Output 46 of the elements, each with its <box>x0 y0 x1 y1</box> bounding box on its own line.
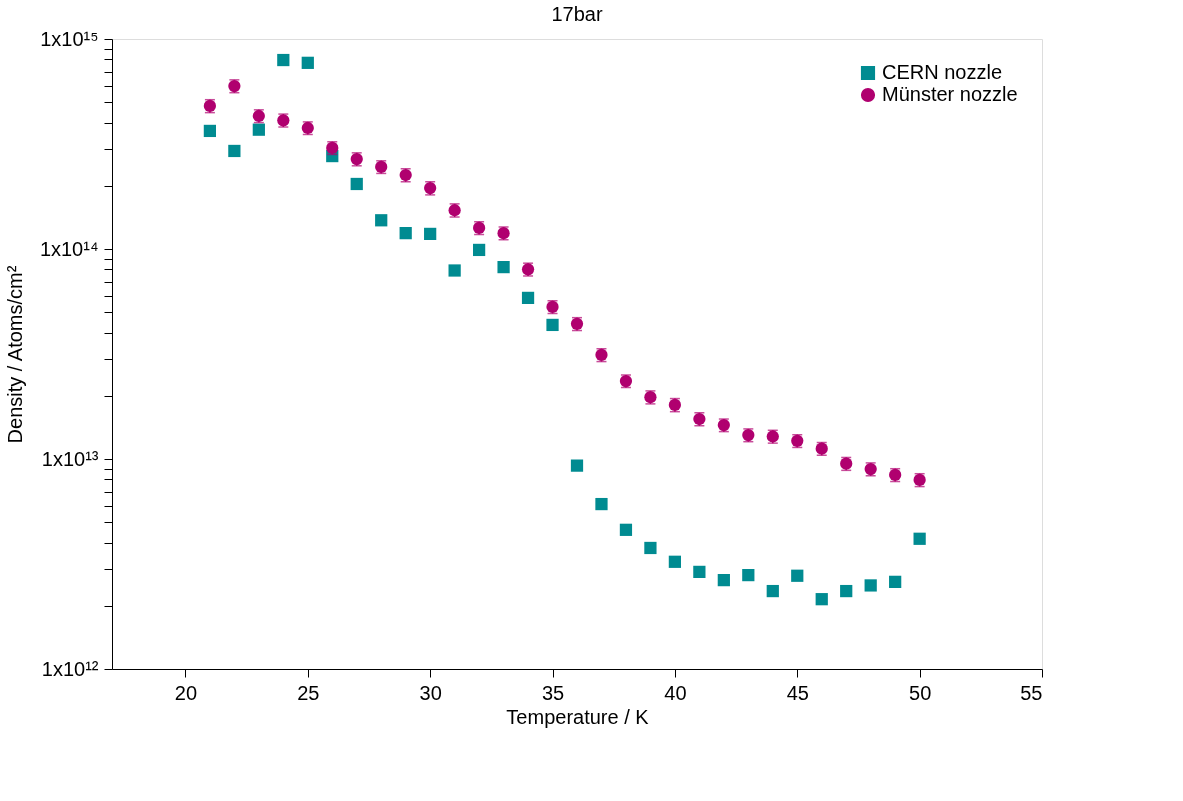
x-tick-label: 30 <box>419 681 442 704</box>
point <box>693 565 706 579</box>
y-tick-label: 1x10¹⁵ <box>40 27 99 50</box>
x-tick-label: 25 <box>297 681 320 704</box>
point <box>913 532 926 545</box>
point <box>791 569 804 582</box>
point <box>252 123 265 136</box>
point <box>619 523 633 536</box>
point <box>815 593 828 606</box>
point <box>448 264 461 277</box>
point <box>742 568 755 582</box>
x-axis-title: Temperature / K <box>506 705 650 728</box>
point <box>889 575 902 588</box>
y-tick-label: 1x10¹⁴ <box>39 237 99 260</box>
point <box>864 579 877 592</box>
legend-label: CERN nozzle <box>882 61 1003 83</box>
x-tick-label: 35 <box>541 681 565 704</box>
point <box>277 53 290 67</box>
point <box>472 243 486 257</box>
point <box>840 584 853 598</box>
point <box>399 227 412 240</box>
y-axis-title: Density / Atoms/cm² <box>3 265 26 444</box>
point <box>375 214 388 227</box>
point <box>203 124 217 138</box>
x-tick-label: 50 <box>909 681 932 704</box>
point <box>497 260 510 274</box>
x-tick-label: 40 <box>664 681 687 704</box>
point <box>570 459 584 472</box>
point <box>546 318 559 332</box>
y-tick-label: 1x10¹² <box>41 657 99 680</box>
y-tick-label: 1x10¹³ <box>41 447 99 470</box>
x-tick-label: 20 <box>174 681 198 704</box>
point <box>644 541 657 555</box>
point <box>350 177 363 191</box>
x-tick-label: 45 <box>786 681 809 704</box>
x-tick-label: 55 <box>1020 681 1043 704</box>
point <box>766 584 779 598</box>
point <box>521 291 535 305</box>
point <box>668 555 682 568</box>
legend-label: Münster nozzle <box>882 83 1018 105</box>
chart-title: 17bar <box>551 3 603 25</box>
point <box>301 56 314 69</box>
point <box>595 497 608 511</box>
point <box>717 573 730 587</box>
point <box>228 144 241 158</box>
point <box>424 227 437 241</box>
